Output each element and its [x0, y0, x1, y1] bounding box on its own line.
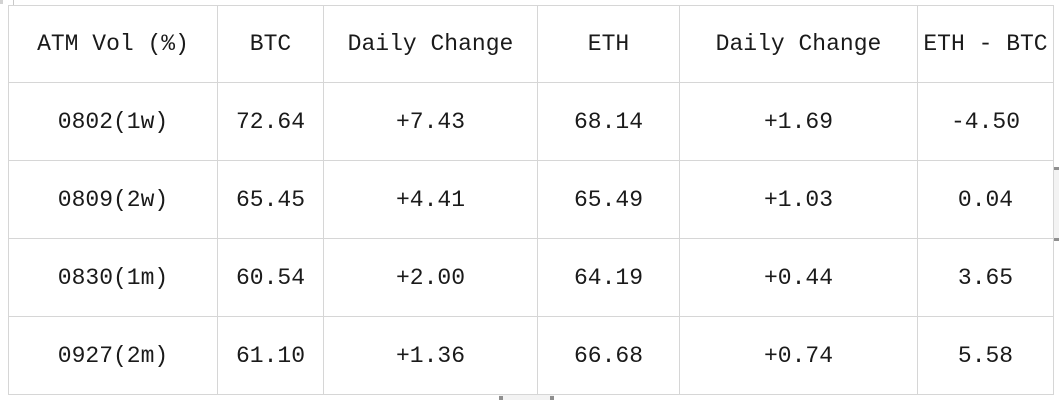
cell-tenor[interactable]: 0830(1m): [8, 238, 218, 317]
cell-tenor[interactable]: 0802(1w): [8, 82, 218, 161]
cell-eth-btc-spread[interactable]: -4.50: [917, 82, 1054, 161]
table-row: 0927(2m) 61.10 +1.36 66.68 +0.74 5.58: [8, 316, 1054, 395]
cell-eth-vol[interactable]: 65.49: [537, 160, 680, 239]
col-header-btc[interactable]: BTC: [217, 5, 324, 83]
col-header-eth[interactable]: ETH: [537, 5, 680, 83]
table-row: 0802(1w) 72.64 +7.43 68.14 +1.69 -4.50: [8, 82, 1054, 161]
cell-btc-daily-change[interactable]: +2.00: [323, 238, 538, 317]
col-header-eth-daily-change[interactable]: Daily Change: [679, 5, 918, 83]
cell-eth-vol[interactable]: 66.68: [537, 316, 680, 395]
cell-tenor[interactable]: 0809(2w): [8, 160, 218, 239]
horizontal-scrollbar-thumb[interactable]: [499, 395, 554, 400]
sheet-corner-fragment: [0, 0, 3, 4]
cell-eth-vol[interactable]: 68.14: [537, 82, 680, 161]
cell-eth-btc-spread[interactable]: 3.65: [917, 238, 1054, 317]
vertical-scrollbar-thumb[interactable]: [1054, 167, 1059, 241]
cell-eth-vol[interactable]: 64.19: [537, 238, 680, 317]
cell-btc-daily-change[interactable]: +1.36: [323, 316, 538, 395]
scrollbar-cap-icon: [499, 396, 503, 400]
cell-btc-vol[interactable]: 65.45: [217, 160, 324, 239]
table-header-row: ATM Vol (%) BTC Daily Change ETH Daily C…: [8, 5, 1054, 83]
col-header-eth-btc-spread[interactable]: ETH - BTC: [917, 5, 1054, 83]
table-row: 0809(2w) 65.45 +4.41 65.49 +1.03 0.04: [8, 160, 1054, 239]
cell-eth-btc-spread[interactable]: 0.04: [917, 160, 1054, 239]
atm-vol-table: ATM Vol (%) BTC Daily Change ETH Daily C…: [8, 5, 1054, 395]
col-header-atm-vol[interactable]: ATM Vol (%): [8, 5, 218, 83]
cell-eth-daily-change[interactable]: +1.69: [679, 82, 918, 161]
cell-tenor[interactable]: 0927(2m): [8, 316, 218, 395]
cell-btc-daily-change[interactable]: +4.41: [323, 160, 538, 239]
cell-btc-daily-change[interactable]: +7.43: [323, 82, 538, 161]
table-row: 0830(1m) 60.54 +2.00 64.19 +0.44 3.65: [8, 238, 1054, 317]
cell-eth-daily-change[interactable]: +0.44: [679, 238, 918, 317]
cell-btc-vol[interactable]: 60.54: [217, 238, 324, 317]
cell-btc-vol[interactable]: 72.64: [217, 82, 324, 161]
column-border-fragment: [13, 0, 14, 5]
col-header-btc-daily-change[interactable]: Daily Change: [323, 5, 538, 83]
cell-eth-btc-spread[interactable]: 5.58: [917, 316, 1054, 395]
scrollbar-cap-icon: [550, 396, 554, 400]
cell-eth-daily-change[interactable]: +1.03: [679, 160, 918, 239]
cell-btc-vol[interactable]: 61.10: [217, 316, 324, 395]
cell-eth-daily-change[interactable]: +0.74: [679, 316, 918, 395]
